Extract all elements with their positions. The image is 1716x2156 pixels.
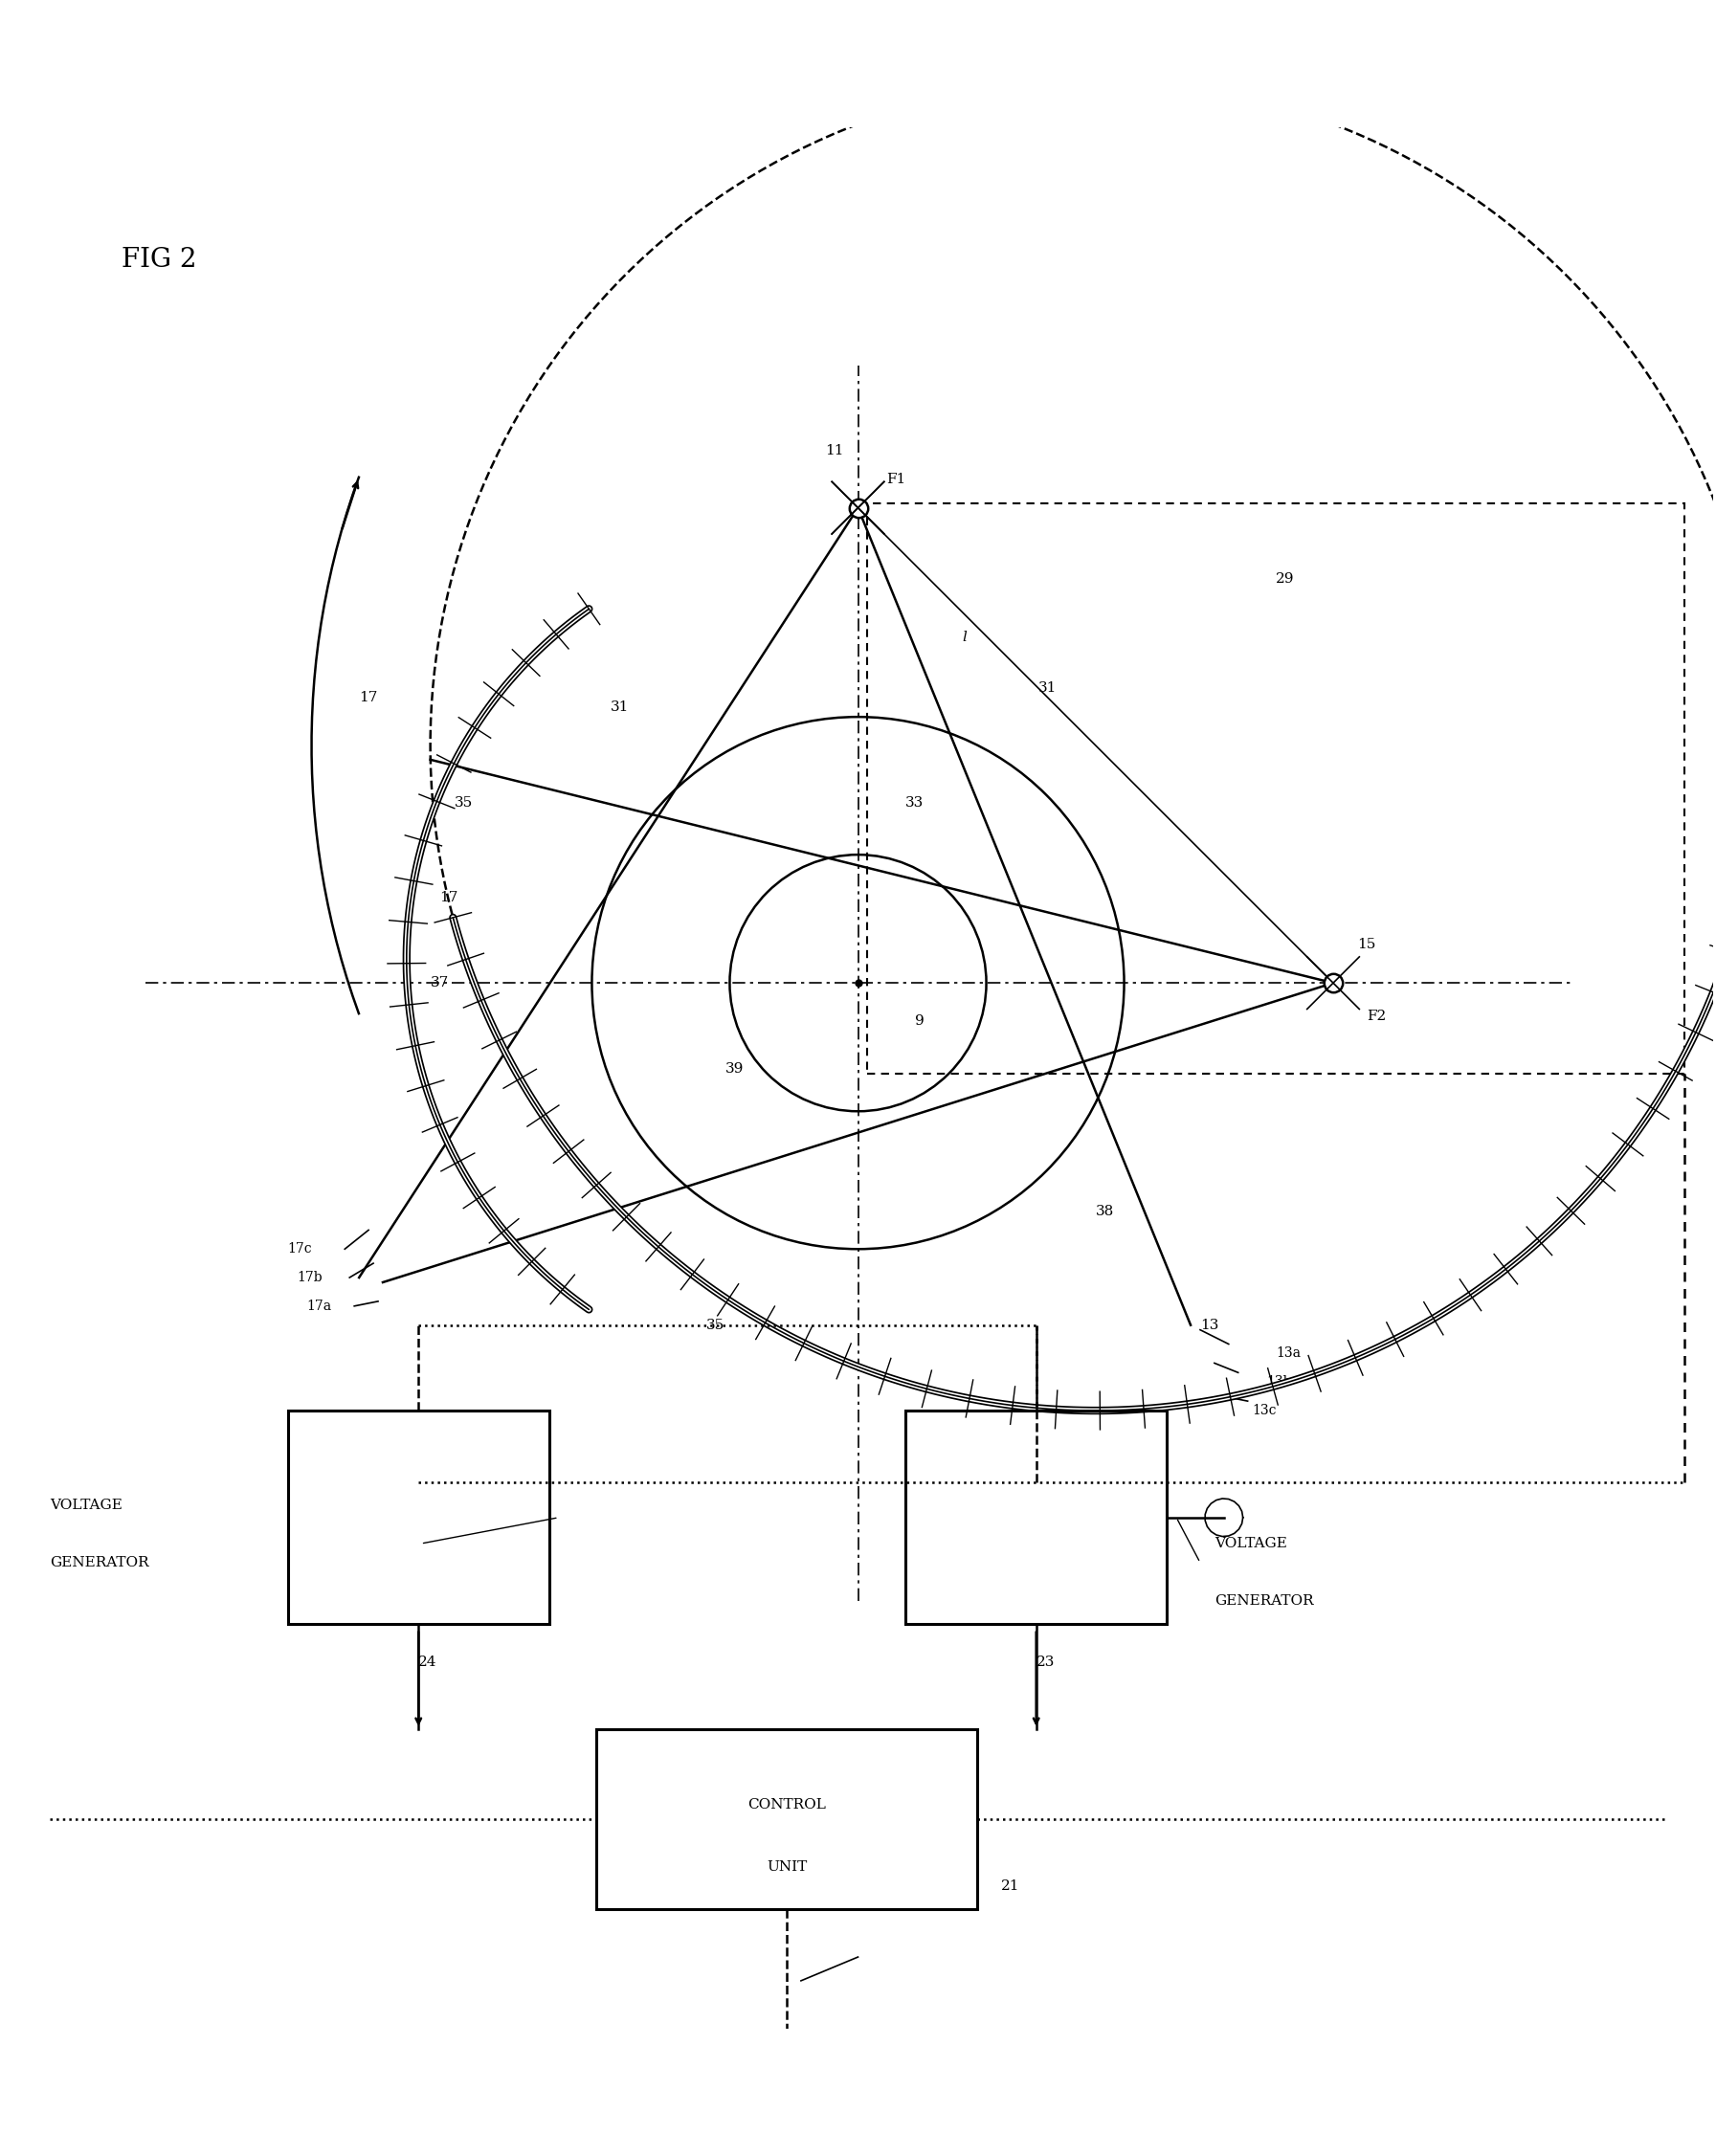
Text: GENERATOR: GENERATOR — [50, 1557, 149, 1570]
Bar — [906, 1410, 1167, 1623]
Text: 17b: 17b — [297, 1270, 323, 1285]
Bar — [597, 1729, 976, 1910]
Bar — [288, 1410, 549, 1623]
Text: 37: 37 — [431, 977, 450, 990]
Text: 15: 15 — [1357, 938, 1376, 951]
Text: FIG 2: FIG 2 — [122, 246, 197, 272]
Text: 11: 11 — [825, 444, 843, 457]
Text: 23: 23 — [1036, 1656, 1055, 1669]
Text: 17c: 17c — [288, 1242, 312, 1255]
Text: 38: 38 — [1095, 1205, 1114, 1218]
Text: 17a: 17a — [307, 1300, 331, 1313]
Text: VOLTAGE: VOLTAGE — [1215, 1537, 1287, 1550]
Text: 17: 17 — [359, 692, 378, 705]
Text: 33: 33 — [906, 796, 923, 808]
Text: 29: 29 — [1277, 571, 1296, 586]
Text: UNIT: UNIT — [767, 1861, 807, 1874]
Text: 21: 21 — [1000, 1880, 1019, 1893]
Text: 17: 17 — [439, 890, 458, 903]
Text: 13b: 13b — [1266, 1376, 1292, 1388]
Text: VOLTAGE: VOLTAGE — [50, 1498, 124, 1511]
Text: 31: 31 — [611, 701, 630, 714]
Bar — [868, 502, 1685, 1074]
Text: CONTROL: CONTROL — [748, 1798, 825, 1811]
Text: l: l — [963, 630, 968, 645]
Text: 35: 35 — [455, 796, 472, 808]
Text: 13: 13 — [1199, 1317, 1218, 1332]
Text: F1: F1 — [887, 472, 906, 485]
Text: 24: 24 — [419, 1656, 438, 1669]
Text: F2: F2 — [1366, 1009, 1387, 1022]
Text: 31: 31 — [1038, 681, 1057, 694]
Text: 9: 9 — [915, 1013, 925, 1028]
Text: 13c: 13c — [1253, 1404, 1277, 1416]
Text: 35: 35 — [705, 1317, 724, 1332]
Text: 13a: 13a — [1277, 1348, 1301, 1360]
Text: GENERATOR: GENERATOR — [1215, 1593, 1313, 1608]
Text: 39: 39 — [724, 1061, 743, 1076]
